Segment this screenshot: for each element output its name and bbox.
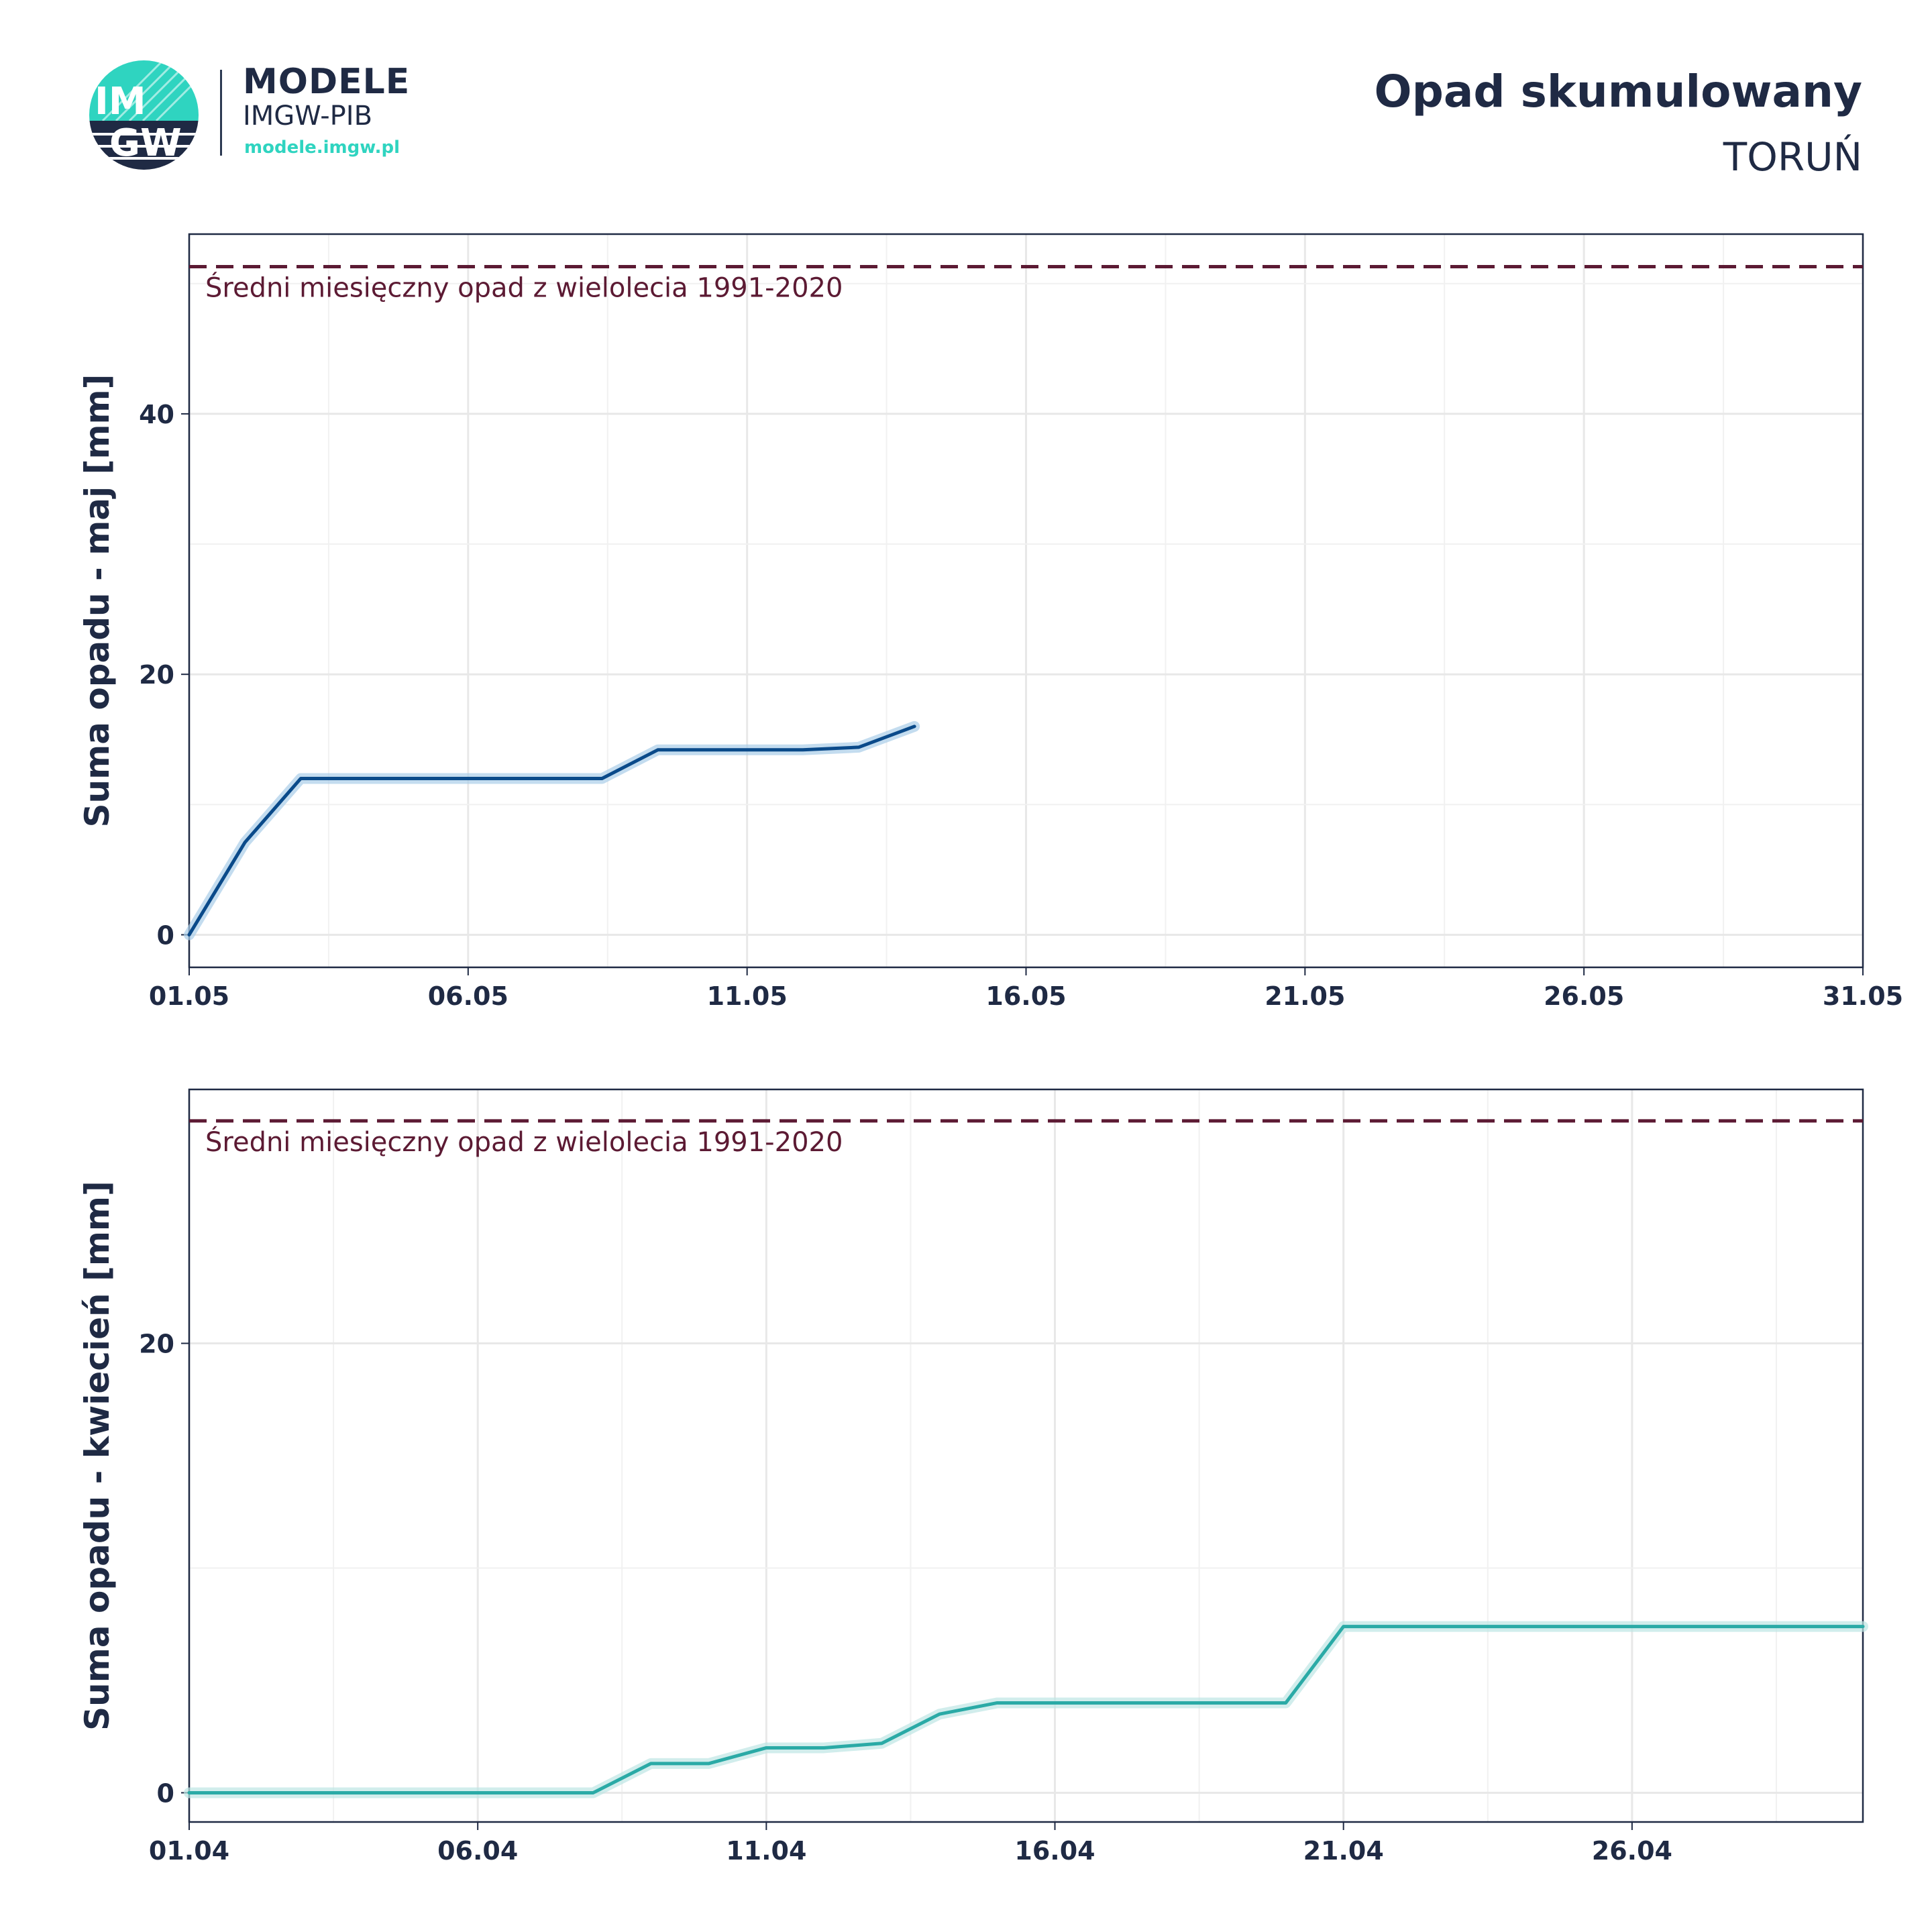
data-point <box>299 777 302 780</box>
data-point <box>938 1713 941 1715</box>
data-point <box>1862 1625 1864 1628</box>
data-point <box>600 777 603 780</box>
brand-url[interactable]: modele.imgw.pl <box>244 138 400 158</box>
data-point <box>1342 1625 1345 1628</box>
series-line <box>187 724 916 936</box>
x-tick-label: 26.05 <box>1544 981 1624 1011</box>
data-point <box>1804 1625 1807 1628</box>
data-point <box>657 749 659 751</box>
data-point <box>1054 1701 1057 1704</box>
y-tick-label: 0 <box>157 920 174 950</box>
x-tick-label: 11.05 <box>707 981 788 1011</box>
data-point <box>707 1762 710 1765</box>
data-point <box>880 1742 883 1745</box>
data-point <box>1458 1625 1460 1628</box>
data-point <box>361 1791 364 1794</box>
x-tick-label: 01.04 <box>149 1836 229 1866</box>
logo-divider <box>220 70 222 156</box>
series-band <box>184 720 920 941</box>
x-tick-label: 01.05 <box>149 981 229 1011</box>
imgw-logo: IM GW <box>89 60 199 170</box>
data-point <box>246 1791 248 1794</box>
y-tick-label: 20 <box>139 1330 174 1359</box>
data-point <box>467 777 470 780</box>
data-point <box>419 1791 421 1794</box>
x-tick-label: 06.04 <box>437 1836 518 1866</box>
data-point <box>1515 1625 1518 1628</box>
chart-may: 01.05 06.05 11.05 16.05 21.05 26.05 31.05 0 20 40… <box>78 233 1903 1011</box>
data-point <box>1688 1625 1691 1628</box>
data-point <box>476 1791 479 1794</box>
x-tick-label: 16.04 <box>1014 1836 1095 1866</box>
data-point <box>1573 1625 1576 1628</box>
data-point <box>1631 1625 1633 1628</box>
data-point <box>578 777 581 780</box>
data-point <box>411 777 414 780</box>
y-axis-label: Suma opadu - kwiecień [mm] <box>78 1181 117 1731</box>
data-point <box>244 841 246 844</box>
data-point <box>1227 1701 1230 1704</box>
x-tick-label: 26.04 <box>1592 1836 1672 1866</box>
data-point <box>1285 1701 1287 1704</box>
page-subtitle: TORUŃ <box>1723 134 1862 180</box>
series-band <box>184 1621 1868 1799</box>
data-point <box>356 777 358 780</box>
y-tick-label: 20 <box>139 660 174 690</box>
data-point <box>996 1701 998 1704</box>
logo-text-top: IM <box>95 80 146 123</box>
series-line <box>187 1625 1865 1794</box>
data-point <box>1169 1701 1172 1704</box>
brand-name: MODELE <box>243 62 411 102</box>
chart-april: 01.04 06.04 11.04 16.04 21.04 26.04 0 20 Średni … <box>78 1088 1868 1866</box>
data-point <box>746 749 749 751</box>
data-point <box>534 1791 537 1794</box>
data-point <box>1112 1701 1114 1704</box>
y-tick-label: 0 <box>157 1778 174 1808</box>
page-title: Opad skumulowany <box>1374 66 1862 117</box>
reference-label: Średni miesięczny opad z wielolecia 1991… <box>205 1126 843 1158</box>
x-tick-label: 11.04 <box>726 1836 806 1866</box>
x-tick-label: 16.05 <box>985 981 1066 1011</box>
data-point <box>822 1746 825 1749</box>
data-point <box>649 1762 652 1765</box>
plot-frame <box>188 233 1864 969</box>
y-axis-label: Suma opadu - maj [mm] <box>78 374 117 828</box>
data-point <box>188 1791 191 1794</box>
x-tick-label: 21.04 <box>1303 1836 1384 1866</box>
data-point <box>1400 1625 1403 1628</box>
data-point <box>188 933 191 936</box>
brand-subtitle: IMGW-PIB <box>243 101 373 131</box>
data-point <box>523 777 525 780</box>
data-point <box>690 749 692 751</box>
data-point <box>303 1791 306 1794</box>
plot-frame <box>188 1088 1864 1823</box>
data-point <box>802 749 804 751</box>
logo-text-bottom: GW <box>109 121 182 165</box>
data-point <box>592 1791 594 1794</box>
header: IM GW MODELE IMGW-PIB modele.imgw.pl Opa… <box>0 0 1932 201</box>
reference-label: Średni miesięczny opad z wielolecia 1991… <box>205 272 843 304</box>
data-point <box>857 746 860 749</box>
x-tick-label: 06.05 <box>428 981 508 1011</box>
data-point <box>1746 1625 1749 1628</box>
data-point <box>765 1746 767 1749</box>
y-tick-label: 40 <box>139 400 174 429</box>
x-tick-label: 31.05 <box>1823 981 1903 1011</box>
x-tick-label: 21.05 <box>1265 981 1345 1011</box>
data-point <box>913 725 916 728</box>
